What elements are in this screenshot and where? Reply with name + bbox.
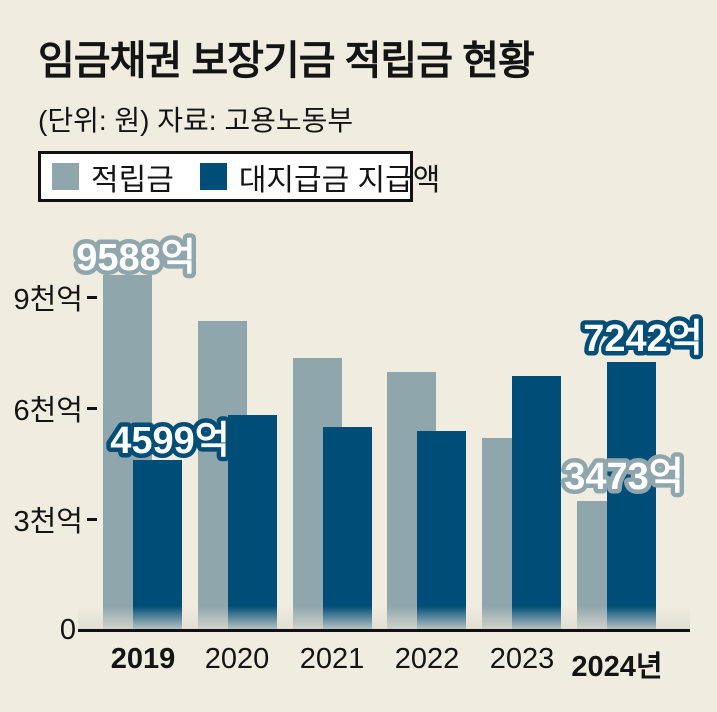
bar-payout-2020 — [228, 415, 277, 630]
legend-label-reserve: 적립금 — [91, 163, 174, 197]
x-axis-label-2023: 2023 — [489, 643, 555, 675]
y-axis-label: 6천억 — [13, 395, 84, 427]
bar-payout-2019 — [133, 460, 182, 630]
data-label-2019-reserve: 9588억 — [72, 233, 201, 284]
x-axis-label-2019: 2019 — [110, 643, 176, 675]
baseline-fade — [78, 606, 690, 630]
svg-text:4599억: 4599억 — [110, 420, 230, 462]
data-label-2019-payout: 4599억 — [106, 416, 235, 467]
svg-text:7242억: 7242억 — [583, 318, 703, 360]
y-axis-tick-3000: 3천억 — [0, 502, 97, 538]
data-label-2024-reserve: 3473억 — [560, 452, 689, 503]
chart-legend: 적립금 대지급금 지급액 — [38, 151, 440, 202]
bar-payout-2021 — [323, 427, 372, 630]
y-axis-label: 9천억 — [13, 284, 84, 316]
svg-text:3473억: 3473억 — [564, 456, 684, 498]
bar-payout-2024 — [607, 362, 656, 630]
x-axis-label-2020: 2020 — [204, 643, 270, 675]
y-axis-tick-6000: 6천억 — [0, 391, 97, 427]
tick-dash — [87, 406, 97, 410]
y-axis-label: 0 — [59, 613, 76, 646]
legend-label-payout: 대지급금 지급액 — [238, 163, 441, 197]
legend-swatch-payout — [199, 163, 227, 190]
y-axis-tick-9000: 9천억 — [0, 280, 97, 316]
unit-and-source-note: (단위: 원) 자료: 고용노동부 — [38, 105, 354, 136]
x-axis-label-2022: 2022 — [394, 643, 460, 675]
tick-dash — [87, 295, 97, 299]
y-axis-label: 3천억 — [13, 506, 84, 538]
legend-swatch-reserve — [52, 163, 79, 190]
x-axis-label-2021: 2021 — [299, 643, 365, 675]
data-label-2024-payout: 7242억 — [579, 314, 708, 365]
page-title: 임금채권 보장기금 적립금 현황 — [38, 39, 535, 83]
svg-text:9588억: 9588억 — [76, 237, 196, 279]
tick-dash — [87, 517, 97, 521]
bar-payout-2023 — [512, 376, 561, 630]
x-axis-label-2024: 2024년 — [571, 651, 663, 683]
bar-payout-2022 — [417, 431, 466, 630]
x-axis-line — [78, 629, 690, 632]
y-axis-tick-0: 0 — [0, 613, 76, 647]
